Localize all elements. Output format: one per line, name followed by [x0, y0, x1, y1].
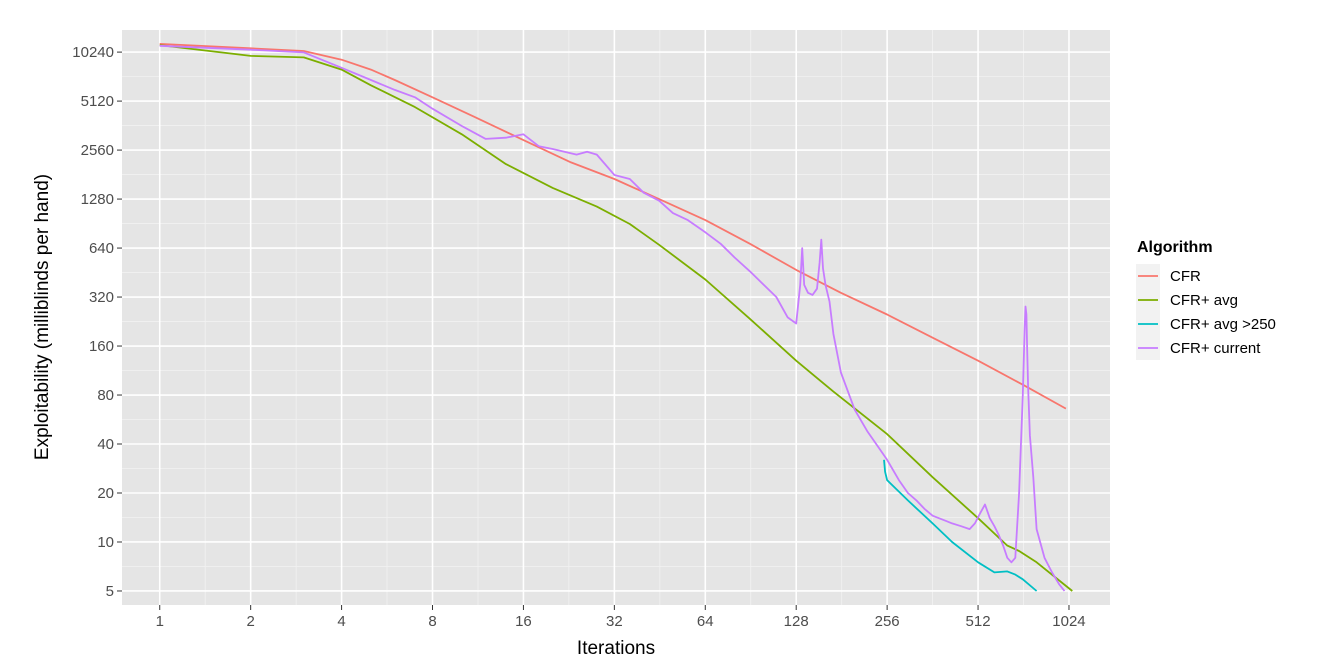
y-tick-label: 5: [106, 583, 114, 600]
plot-panel: [122, 30, 1110, 605]
legend-title: Algorithm: [1137, 239, 1213, 256]
legend-label: CFR: [1170, 268, 1201, 285]
x-tick-label: 1024: [1052, 613, 1085, 630]
y-tick-label: 640: [89, 240, 114, 257]
x-tick-label: 64: [697, 613, 714, 630]
x-axis: 1 2 4 8 16 32 64 128 256 512 1024: [156, 605, 1086, 630]
series-line-cfr-plus-current: [159, 44, 1066, 592]
series-line-cfr-plus-avg: [159, 44, 1073, 592]
y-tick-label: 5120: [81, 93, 114, 110]
x-tick-label: 256: [875, 613, 900, 630]
x-tick-label: 2: [246, 613, 254, 630]
legend-label: CFR+ avg >250: [1170, 316, 1276, 333]
series-line-cfr: [159, 43, 1067, 410]
y-tick-label: 320: [89, 289, 114, 306]
legend-label: CFR+ avg: [1170, 292, 1238, 309]
y-tick-label: 2560: [81, 142, 114, 159]
x-tick-label: 1: [156, 613, 164, 630]
series-lines: [159, 43, 1073, 592]
x-axis-title: Iterations: [577, 638, 655, 659]
x-tick-label: 4: [337, 613, 345, 630]
series-line-cfr-plus-avg-gt250: [883, 459, 1038, 592]
x-tick-label: 512: [966, 613, 991, 630]
x-tick-label: 32: [606, 613, 623, 630]
minor-gridlines: [122, 30, 1110, 605]
y-tick-label: 40: [97, 436, 114, 453]
major-gridlines: [122, 30, 1110, 605]
x-tick-label: 128: [784, 613, 809, 630]
legend-label: CFR+ current: [1170, 340, 1261, 357]
y-tick-label: 80: [97, 387, 114, 404]
y-tick-label: 20: [97, 485, 114, 502]
y-tick-label: 10240: [72, 44, 114, 61]
y-tick-label: 10: [97, 534, 114, 551]
x-tick-label: 8: [428, 613, 436, 630]
y-axis-title: Exploitability (milliblinds per hand): [32, 174, 53, 460]
y-axis: 5 10 20 40 80 160 320 640 1280 2560 5120 10240: [72, 44, 122, 600]
y-tick-label: 160: [89, 338, 114, 355]
y-tick-label: 1280: [81, 191, 114, 208]
x-tick-label: 16: [515, 613, 532, 630]
legend: Algorithm CFR CFR+ avg CFR+ avg >250 CFR+ c…: [1136, 239, 1276, 360]
